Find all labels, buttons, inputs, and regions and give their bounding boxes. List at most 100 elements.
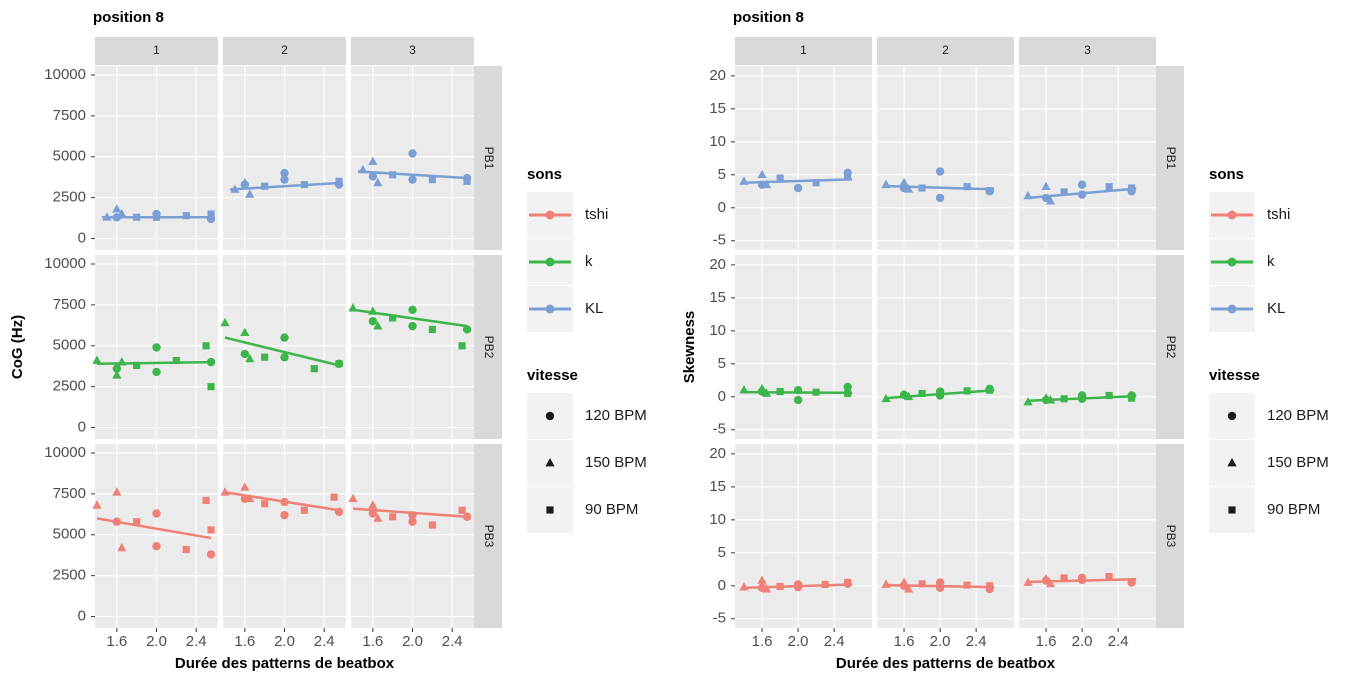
column-strip bbox=[223, 37, 346, 65]
y-tick-label: 2500 bbox=[53, 567, 86, 584]
y-tick-label: -5 bbox=[713, 421, 726, 438]
data-point bbox=[182, 545, 190, 554]
x-tick-label: 2.0 bbox=[274, 633, 295, 650]
x-tick-label: 2.4 bbox=[314, 633, 335, 650]
data-point bbox=[245, 353, 255, 363]
data-point bbox=[207, 526, 215, 534]
x-tick-label: 1.6 bbox=[894, 633, 915, 650]
panel bbox=[1019, 66, 1156, 250]
data-point bbox=[1105, 183, 1113, 191]
y-tick-label: 0 bbox=[718, 577, 726, 594]
data-point bbox=[761, 179, 772, 189]
data-point bbox=[408, 149, 417, 158]
y-tick-label: 0 bbox=[78, 419, 86, 436]
panel bbox=[877, 444, 1014, 628]
data-point bbox=[202, 342, 210, 350]
data-point bbox=[918, 580, 926, 588]
data-point bbox=[1105, 391, 1113, 400]
y-tick-label: 7500 bbox=[53, 485, 86, 502]
data-point bbox=[935, 193, 945, 203]
row-strip-label: PB3 bbox=[1164, 525, 1178, 548]
y-tick-label: 10000 bbox=[44, 66, 86, 83]
data-point bbox=[245, 189, 255, 198]
y-tick-label: 7500 bbox=[53, 107, 86, 124]
data-point bbox=[207, 210, 215, 218]
y-tick-label: 15 bbox=[709, 100, 726, 117]
data-point bbox=[1077, 180, 1087, 189]
y-tick-label: -5 bbox=[713, 610, 726, 627]
data-point bbox=[373, 321, 383, 330]
legend-title: sons bbox=[1209, 166, 1244, 183]
y-tick-label: 5 bbox=[718, 355, 726, 372]
data-point bbox=[1060, 188, 1068, 196]
data-point bbox=[1045, 196, 1056, 205]
y-tick-label: 10 bbox=[709, 511, 726, 528]
row-strip-label: PB2 bbox=[482, 336, 496, 359]
x-tick-label: 2.4 bbox=[442, 633, 463, 650]
y-tick-label: 5000 bbox=[53, 148, 86, 165]
y-tick-label: 5000 bbox=[53, 526, 86, 543]
data-point bbox=[112, 204, 122, 213]
fit-line bbox=[229, 181, 340, 191]
panel bbox=[735, 444, 872, 628]
data-point bbox=[245, 493, 255, 503]
data-point bbox=[182, 212, 190, 220]
data-point bbox=[117, 542, 127, 552]
column-strip-label: 1 bbox=[800, 43, 807, 57]
chart-title: position 8 bbox=[93, 9, 164, 26]
y-tick-label: 0 bbox=[78, 608, 86, 625]
data-point bbox=[133, 518, 141, 526]
row-strip bbox=[474, 66, 502, 250]
data-point bbox=[152, 367, 161, 377]
chart-title: position 8 bbox=[733, 9, 804, 26]
data-point bbox=[310, 365, 318, 373]
data-point bbox=[280, 333, 289, 342]
data-point bbox=[757, 575, 767, 584]
data-point bbox=[280, 510, 289, 520]
data-point bbox=[240, 349, 250, 359]
column-strip bbox=[95, 37, 218, 65]
legend-label: k bbox=[585, 253, 593, 270]
y-tick-label: 0 bbox=[718, 388, 726, 405]
data-point bbox=[899, 177, 909, 187]
legend-title: vitesse bbox=[527, 367, 578, 384]
legend-label: tshi bbox=[585, 206, 608, 223]
legend-swatch bbox=[1227, 411, 1237, 421]
y-tick-label: 20 bbox=[709, 67, 726, 84]
data-point bbox=[220, 317, 230, 327]
x-axis-label: Durée des patterns de beatbox bbox=[836, 655, 1056, 672]
column-strip bbox=[735, 37, 872, 65]
panel bbox=[877, 66, 1014, 250]
row-strip bbox=[474, 444, 502, 628]
fit-line bbox=[352, 308, 468, 328]
data-point bbox=[408, 305, 417, 314]
y-tick-label: 7500 bbox=[53, 296, 86, 313]
data-point bbox=[428, 521, 436, 529]
row-strip-label: PB1 bbox=[482, 147, 496, 170]
data-point bbox=[92, 355, 102, 364]
data-point bbox=[133, 361, 141, 369]
fit-line bbox=[96, 517, 212, 540]
x-tick-label: 2.0 bbox=[146, 633, 167, 650]
x-axis-label: Durée des patterns de beatbox bbox=[175, 655, 395, 672]
data-point bbox=[1128, 394, 1136, 402]
column-strip bbox=[351, 37, 474, 65]
data-point bbox=[240, 177, 250, 187]
data-point bbox=[240, 482, 250, 491]
data-point bbox=[152, 509, 161, 518]
data-point bbox=[1060, 574, 1068, 582]
fit-line bbox=[1027, 394, 1137, 402]
row-strip-label: PB2 bbox=[1164, 336, 1178, 359]
data-point bbox=[368, 317, 378, 326]
fit-line bbox=[352, 507, 468, 519]
data-point bbox=[261, 500, 269, 508]
data-point bbox=[172, 356, 180, 365]
x-tick-label: 2.0 bbox=[402, 633, 423, 650]
data-point bbox=[918, 389, 926, 398]
legend-title: sons bbox=[527, 166, 562, 183]
data-point bbox=[202, 496, 210, 504]
fit-line bbox=[885, 583, 995, 589]
data-point bbox=[963, 183, 971, 191]
legend-label: 120 BPM bbox=[585, 407, 647, 424]
